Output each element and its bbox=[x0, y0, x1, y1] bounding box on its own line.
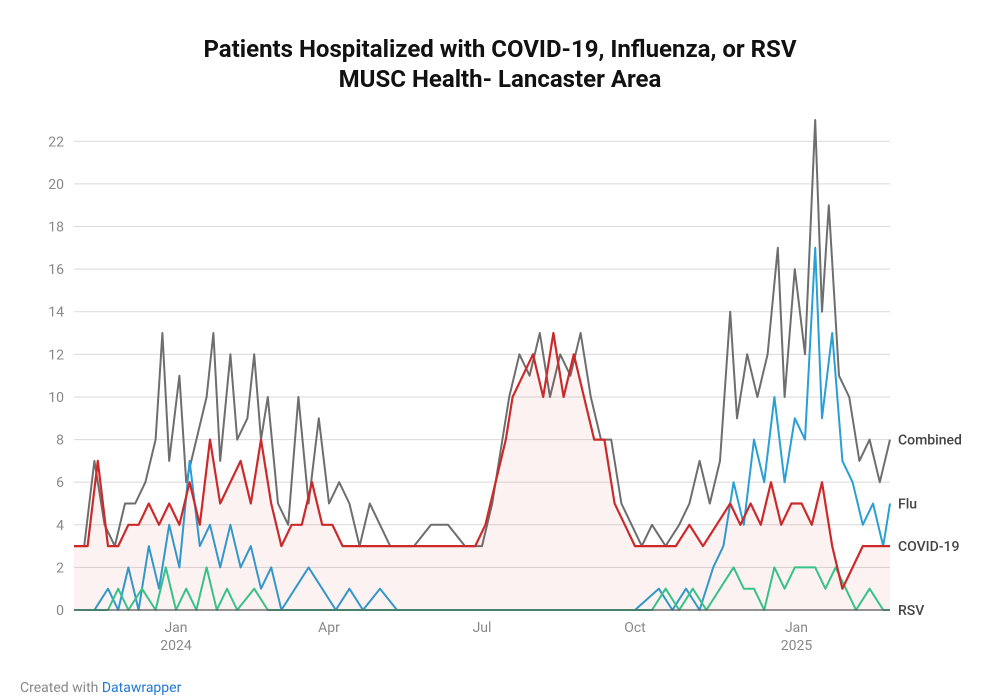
y-tick-label: 4 bbox=[56, 518, 64, 534]
y-tick-label: 8 bbox=[56, 433, 64, 449]
y-tick-label: 6 bbox=[56, 475, 64, 491]
series-label-rsv: RSV bbox=[898, 603, 924, 619]
credit-link[interactable]: Datawrapper bbox=[102, 680, 182, 696]
x-tick-year: 2024 bbox=[160, 638, 192, 654]
series-label-flu: Flu bbox=[898, 497, 917, 513]
series-label-covid-19: COVID-19 bbox=[898, 539, 959, 555]
chart-area: 0 2 4 6 8 10 12 14 16 18 20 22 Jan 2024 Apr Jul Oct Jan 20… bbox=[20, 110, 980, 670]
x-tick-year: 2025 bbox=[781, 638, 813, 654]
x-tick-label: Apr bbox=[318, 620, 340, 636]
title-line-2: MUSC Health- Lancaster Area bbox=[339, 65, 662, 93]
line-chart-svg: 0 2 4 6 8 10 12 14 16 18 20 22 Jan 2024 Apr Jul Oct Jan 20… bbox=[20, 110, 980, 670]
y-tick-label: 22 bbox=[48, 134, 64, 150]
y-tick-label: 14 bbox=[48, 305, 64, 321]
y-tick-label: 16 bbox=[48, 262, 64, 278]
x-tick-label: Jul bbox=[473, 620, 492, 636]
x-tick-label: Jan bbox=[164, 620, 187, 636]
series-label-combined: Combined bbox=[898, 433, 962, 449]
x-tick-label: Oct bbox=[624, 620, 646, 636]
credit-prefix: Created with bbox=[20, 680, 102, 696]
y-tick-label: 2 bbox=[56, 561, 64, 577]
x-tick-label: Jan bbox=[785, 620, 808, 636]
y-tick-label: 0 bbox=[56, 603, 64, 619]
y-tick-label: 18 bbox=[48, 220, 64, 236]
chart-title: Patients Hospitalized with COVID-19, Inf… bbox=[20, 34, 980, 94]
y-tick-label: 10 bbox=[48, 390, 64, 406]
y-tick-label: 12 bbox=[48, 348, 64, 364]
title-line-1: Patients Hospitalized with COVID-19, Inf… bbox=[203, 35, 796, 63]
y-tick-label: 20 bbox=[48, 177, 64, 193]
credit-line: Created with Datawrapper bbox=[20, 680, 980, 696]
